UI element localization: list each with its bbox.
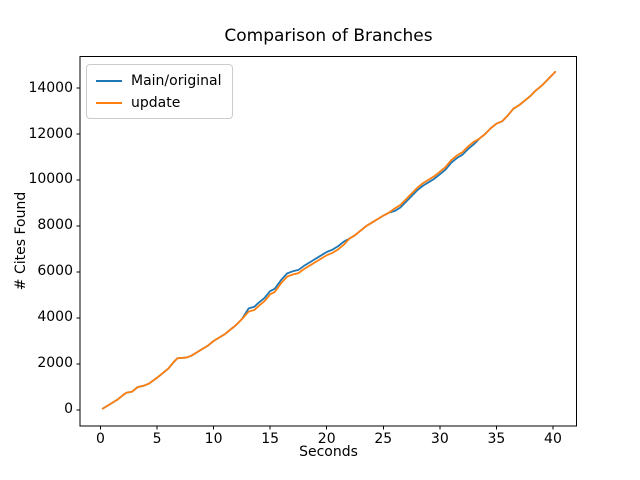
x-tick-label: 10: [204, 430, 223, 447]
x-tick-label: 35: [487, 430, 506, 447]
series-line-1: [101, 71, 557, 410]
x-tick-label: 15: [261, 430, 280, 447]
y-tick-label: 0: [64, 401, 73, 418]
y-tick-label: 14000: [28, 79, 73, 96]
legend-label-main: Main/original: [131, 72, 222, 89]
legend-item-update: update: [96, 93, 221, 112]
legend: Main/original update: [86, 64, 234, 119]
y-tick-label: 12000: [28, 125, 73, 142]
y-tick-label: 4000: [37, 309, 73, 326]
x-tick-label: 5: [152, 430, 162, 447]
y-tick-label: 6000: [37, 263, 73, 280]
y-tick-label: 10000: [28, 171, 73, 188]
y-tick-label: 8000: [37, 217, 73, 234]
legend-label-update: update: [131, 94, 181, 111]
x-axis-label: Seconds: [299, 444, 358, 460]
legend-item-main: Main/original: [96, 71, 221, 90]
x-tick-label: 0: [96, 430, 105, 447]
legend-line-sample-update: [96, 101, 122, 104]
x-tick-label: 25: [374, 430, 393, 447]
x-tick-label: 40: [544, 430, 562, 447]
legend-line-sample-main: [96, 79, 122, 82]
x-tick-label: 20: [317, 430, 336, 447]
chart-title: Comparison of Branches: [224, 26, 433, 46]
x-tick-label: 30: [430, 430, 449, 447]
y-tick-label: 2000: [37, 355, 73, 372]
